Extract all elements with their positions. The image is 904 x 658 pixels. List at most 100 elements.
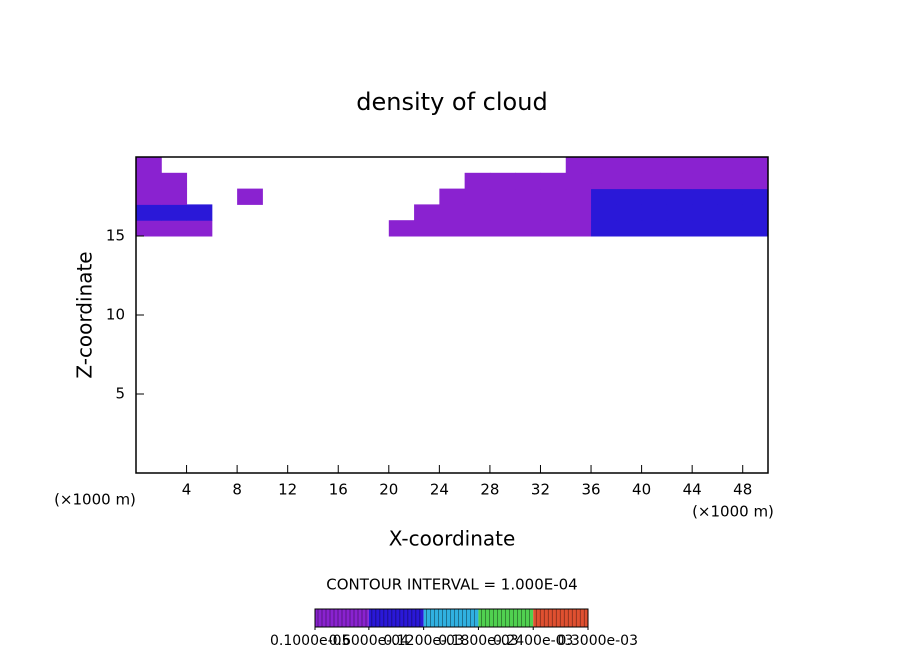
contour-cell <box>540 220 567 237</box>
colorbar-segment <box>533 609 588 627</box>
contour-cell <box>742 220 769 237</box>
contour-cell <box>515 188 541 205</box>
contour-cell <box>439 204 466 221</box>
contour-cell <box>742 204 769 221</box>
x-tick-label: 48 <box>733 481 752 499</box>
contour-cell <box>565 172 592 190</box>
contour-cell <box>591 188 617 205</box>
contour-cell <box>616 188 643 205</box>
colorbar-label: 0.2400e-03 <box>493 633 573 649</box>
contour-cell <box>540 204 567 221</box>
contour-cell <box>692 188 718 205</box>
contour-cell <box>161 188 188 205</box>
contour-cell <box>717 172 744 190</box>
contour-cell <box>489 204 516 221</box>
contour-cell <box>439 188 466 205</box>
colorbar-segment <box>423 609 479 627</box>
contour-cell <box>414 220 440 237</box>
contour-cell <box>641 204 668 221</box>
contour-cell <box>515 220 541 237</box>
contour-cell <box>616 157 643 174</box>
contour-cell <box>692 172 718 190</box>
y-tick-label: 10 <box>106 306 125 324</box>
contour-cell <box>540 188 567 205</box>
contour-cell <box>439 220 466 237</box>
colorbar-label: 0.1200e-03 <box>383 633 463 649</box>
contour-cell <box>414 204 440 221</box>
contour-cell <box>161 172 188 190</box>
contour-cell <box>565 188 592 205</box>
contour-cell <box>717 220 744 237</box>
contour-cell <box>464 188 491 205</box>
x-tick-label: 44 <box>683 481 702 499</box>
y-tick-label: 5 <box>115 385 125 403</box>
x-tick-label: 40 <box>632 481 651 499</box>
contour-cell <box>717 204 744 221</box>
contour-cell <box>591 157 617 174</box>
x-tick-label: 8 <box>232 481 242 499</box>
contour-cell <box>717 188 744 205</box>
colorbar-label: 0.3000e-03 <box>558 633 638 649</box>
colorbar-label: 0.1000e-05 <box>270 633 350 649</box>
contour-cell <box>591 220 617 237</box>
contour-cell <box>641 188 668 205</box>
contour-cell <box>591 172 617 190</box>
contour-cell <box>489 172 516 190</box>
contour-cell <box>616 172 643 190</box>
contour-cell <box>540 172 567 190</box>
contour-cell <box>641 220 668 237</box>
contour-cell <box>464 220 491 237</box>
contour-cell <box>742 172 769 190</box>
contour-cell <box>136 204 162 221</box>
contour-cell <box>666 220 693 237</box>
contour-cell <box>186 220 213 237</box>
x-tick-label: 36 <box>581 481 600 499</box>
contour-cell <box>565 157 592 174</box>
y-axis-label: Z-coordinate <box>73 251 97 378</box>
x-tick-label: 28 <box>480 481 499 499</box>
contour-cell <box>666 172 693 190</box>
contour-cell <box>136 220 162 237</box>
contour-cell <box>692 204 718 221</box>
colorbar-label: 0.6000e-04 <box>329 633 410 649</box>
contour-cell <box>515 204 541 221</box>
contour-cell <box>666 157 693 174</box>
contour-cell <box>616 220 643 237</box>
contour-interval: CONTOUR INTERVAL = 1.000E-04 <box>326 576 577 594</box>
x-tick-label: 4 <box>182 481 192 499</box>
x-axis-label: X-coordinate <box>389 527 516 551</box>
contour-cell <box>136 157 162 174</box>
contour-cell <box>186 204 213 221</box>
contour-cell <box>136 172 162 190</box>
contour-cell <box>742 188 769 205</box>
contour-cell <box>641 172 668 190</box>
contour-cell <box>616 204 643 221</box>
contour-cell <box>515 172 541 190</box>
x-unit: (×1000 m) <box>692 503 774 521</box>
colorbar-segment <box>478 609 534 627</box>
contour-cell <box>666 188 693 205</box>
colorbar-segment <box>368 609 424 627</box>
contour-cell <box>489 220 516 237</box>
contour-cell <box>161 204 188 221</box>
x-tick-label: 24 <box>430 481 449 499</box>
contour-cell <box>692 220 718 237</box>
contour-cell <box>464 204 491 221</box>
contour-cell <box>692 157 718 174</box>
x-tick-label: 12 <box>278 481 297 499</box>
y-tick-label: 15 <box>106 227 125 245</box>
contour-cell <box>464 172 491 190</box>
contour-cell <box>237 188 263 205</box>
contour-cell <box>489 188 516 205</box>
chart-title: density of cloud <box>356 88 547 116</box>
contour-cell <box>565 220 592 237</box>
contour-cell <box>388 220 415 237</box>
x-unit: (×1000 m) <box>54 491 136 509</box>
contour-cell <box>591 204 617 221</box>
colorbar-label: 0.1800e-03 <box>438 633 518 649</box>
contour-cell <box>641 157 668 174</box>
contour-cell <box>717 157 744 174</box>
x-tick-label: 32 <box>531 481 550 499</box>
colorbar-frame <box>314 608 589 628</box>
